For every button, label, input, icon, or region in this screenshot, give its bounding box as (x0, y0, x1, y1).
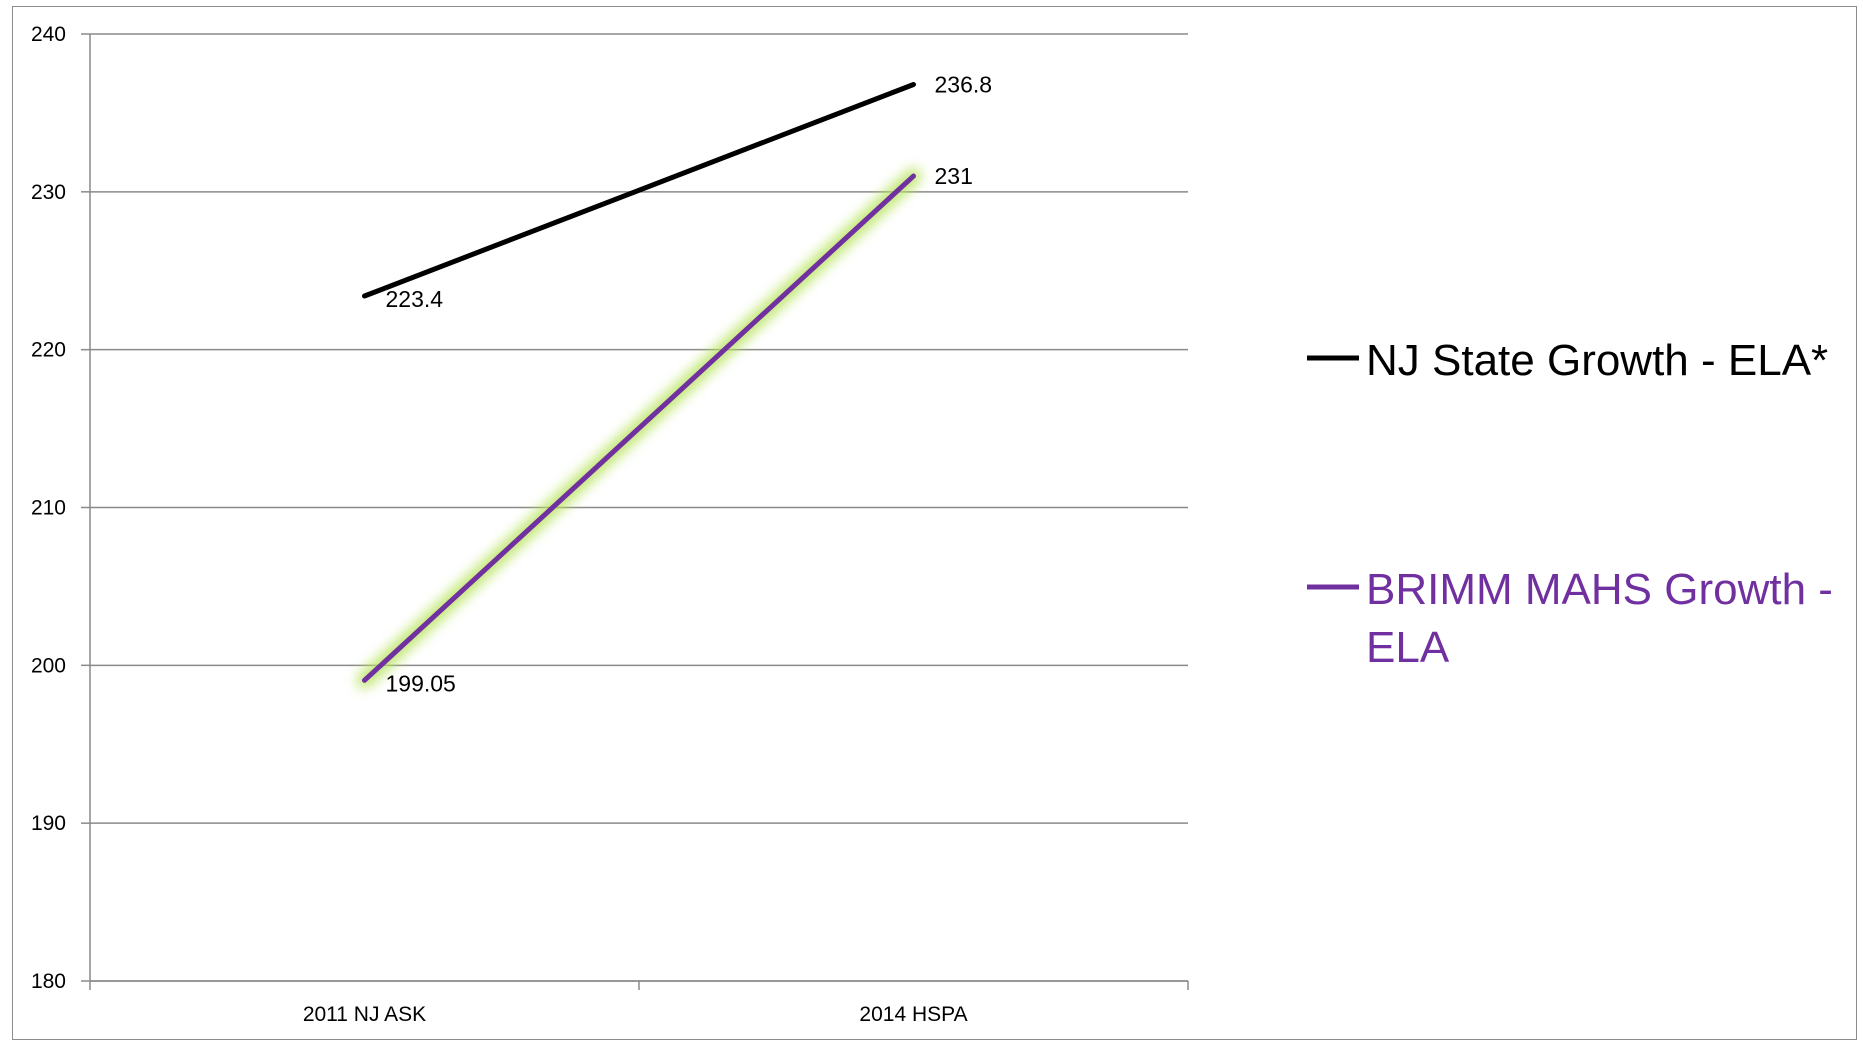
series (356, 82, 922, 689)
y-tick-label: 220 (31, 339, 66, 362)
data-label: 199.05 (386, 670, 456, 696)
data-label: 236.8 (935, 72, 993, 98)
gridlines (90, 33, 1188, 982)
y-tick-label: 210 (31, 497, 66, 520)
legend: NJ State Growth - ELA* BRIMM MAHS Growth … (1307, 336, 1833, 672)
x-tick-label: 2014 HSPA (859, 1003, 967, 1026)
series-line-1 (362, 173, 916, 683)
legend-label-0: NJ State Growth - ELA* (1366, 336, 1828, 385)
chart-frame (12, 6, 1857, 1040)
y-tick-label: 200 (31, 654, 66, 677)
y-tick-label: 240 (31, 23, 66, 46)
series-line-0 (362, 82, 916, 299)
data-labels: 223.4 236.8 199.05 231 (386, 72, 993, 697)
y-tick-label: 230 (31, 181, 66, 204)
data-label: 223.4 (386, 286, 444, 312)
axes: 180 190 200 210 220 230 240 2011 NJ ASK 2014 HSP… (31, 23, 1189, 1026)
legend-label-1-line-0: BRIMM MAHS Growth - (1366, 565, 1833, 614)
data-label: 231 (935, 163, 973, 189)
legend-label-1-line-1: ELA (1366, 623, 1450, 672)
x-tick-label: 2011 NJ ASK (303, 1003, 426, 1026)
y-tick-label: 190 (31, 812, 66, 835)
y-tick-label: 180 (31, 970, 66, 993)
